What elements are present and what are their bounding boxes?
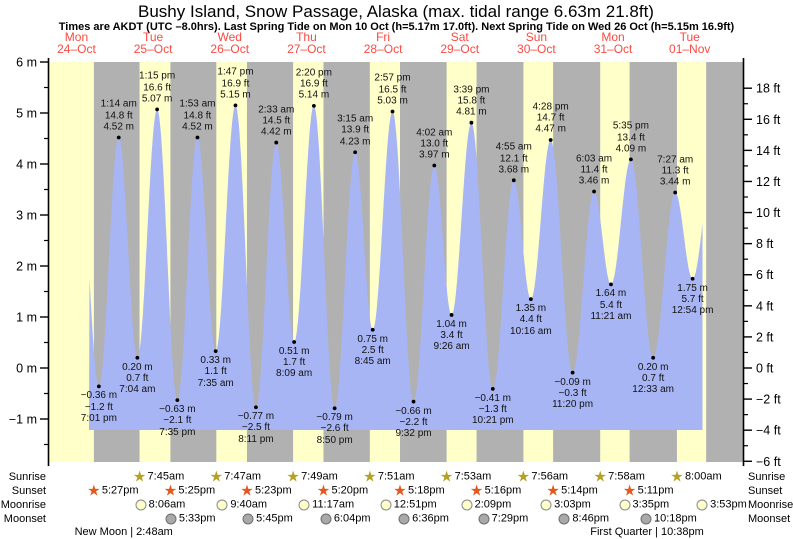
sunrise-row-label-left: Sunrise — [8, 471, 46, 483]
right-axis-label: −6 ft — [756, 455, 781, 469]
right-axis-label: 12 ft — [756, 175, 781, 189]
left-axis-label: −1 m — [9, 413, 37, 427]
tide-point-dot — [673, 190, 678, 195]
tide-point-dot — [570, 370, 575, 375]
tide-point-dot — [432, 163, 437, 168]
left-axis-label: 0 m — [16, 362, 37, 376]
right-axis-label: 18 ft — [756, 82, 781, 96]
tide-point-dot — [390, 109, 395, 114]
left-axis-label: 4 m — [16, 158, 37, 172]
sunrise-row-label-right: Sunrise — [748, 471, 786, 483]
right-axis-label: 2 ft — [756, 330, 774, 344]
tide-point-dot — [592, 189, 596, 194]
tide-point-dot — [370, 327, 375, 332]
moonset-row-label-right: Moonset — [748, 513, 791, 525]
left-axis-label: 1 m — [16, 311, 37, 325]
tide-point-dot — [175, 398, 180, 403]
left-axis-label: 5 m — [16, 107, 37, 121]
tide-point-dot — [311, 103, 316, 108]
tide-point-dot — [548, 138, 553, 142]
tide-point-dot — [233, 103, 238, 108]
left-axis-label: 3 m — [16, 209, 37, 223]
right-axis-label: 10 ft — [756, 206, 781, 220]
tide-point-dot — [274, 140, 279, 145]
moonset-row-label-left: Moonset — [3, 513, 46, 525]
tide-point-dot — [96, 384, 101, 389]
right-axis-label: 4 ft — [756, 299, 774, 313]
right-axis-label: 14 ft — [756, 144, 781, 158]
right-axis-label: 0 ft — [756, 362, 774, 376]
tide-point-dot — [195, 135, 200, 140]
tide-point-dot — [116, 135, 121, 140]
tide-point-dot — [332, 406, 337, 411]
tide-point-dot — [469, 120, 474, 125]
tide-point-dot — [135, 355, 140, 360]
right-axis-label: 16 ft — [756, 113, 781, 127]
night-band — [706, 62, 743, 462]
right-axis-label: −4 ft — [756, 424, 781, 438]
sunset-row-label-left: Sunset — [11, 485, 46, 497]
tide-point-dot — [254, 405, 258, 410]
tide-point-dot — [411, 399, 416, 404]
tide-point-dot — [609, 282, 613, 287]
tide-point-dot — [292, 340, 297, 344]
tide-point-dot — [628, 157, 633, 162]
right-axis-label: −2 ft — [756, 393, 781, 407]
tide-point-dot — [690, 276, 695, 281]
tide-point-dot — [155, 107, 160, 112]
tide-point-dot — [490, 387, 495, 391]
tide-point-dot — [449, 313, 454, 317]
tide-point-dot — [528, 297, 533, 302]
tide-point-dot — [353, 150, 358, 155]
chart-title: Bushy Island, Snow Passage, Alaska (max.… — [138, 2, 654, 21]
moonrise-row-label-right: Moonrise — [748, 499, 793, 511]
tide-point-dot — [511, 178, 516, 183]
moonrise-row-label-left: Moonrise — [0, 499, 46, 511]
tide-point-dot — [651, 355, 656, 360]
chart-subtitle: Times are AKDT (UTC –8.0hrs). Last Sprin… — [58, 21, 735, 33]
left-axis-label: 2 m — [16, 260, 37, 274]
tide-point-dot — [213, 349, 218, 354]
sunset-row-label-right: Sunset — [748, 485, 783, 497]
right-axis-label: 6 ft — [756, 268, 774, 282]
left-axis-label: 6 m — [16, 56, 37, 70]
right-axis-label: 8 ft — [756, 237, 774, 251]
tide-area — [89, 105, 703, 431]
